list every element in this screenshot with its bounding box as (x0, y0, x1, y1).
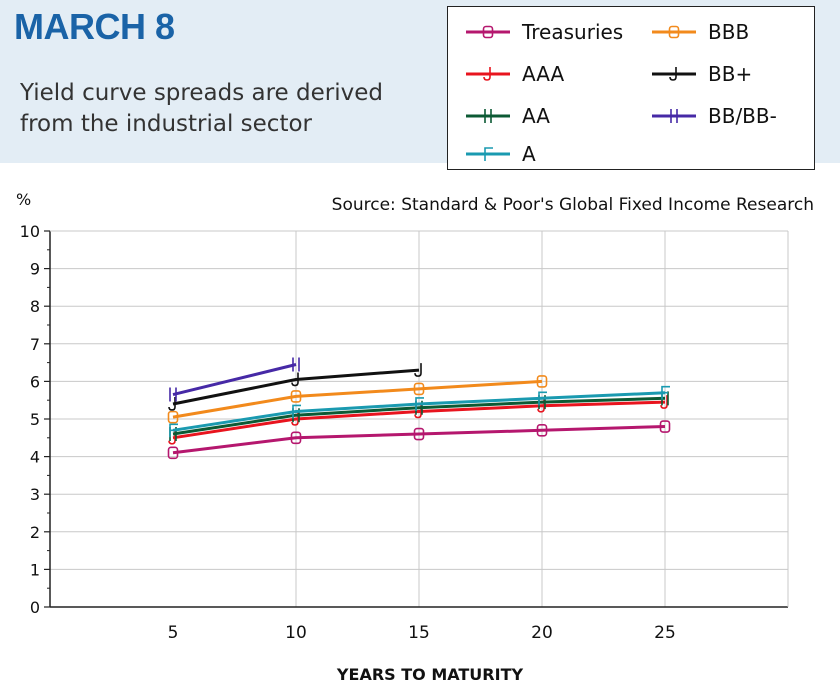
series-bb-bb- (169, 357, 300, 402)
data-point (292, 357, 300, 372)
legend-marker (483, 67, 491, 81)
legend-swatch (466, 25, 510, 39)
legend-swatch (466, 109, 510, 123)
legend-item: Treasuries (462, 17, 623, 47)
data-point (414, 363, 422, 377)
data-point (290, 390, 302, 403)
page-title: MARCH 8 (14, 6, 175, 47)
x-tick-label: 5 (168, 623, 179, 643)
y-tick-label: 9 (30, 260, 40, 279)
legend-marker (484, 109, 492, 123)
data-point (290, 431, 302, 445)
series-line (172, 400, 666, 440)
legend-label: BB+ (708, 62, 753, 86)
data-point (670, 109, 678, 123)
x-tick-label: 15 (408, 623, 430, 643)
legend-label: A (522, 142, 536, 166)
data-point (291, 412, 299, 426)
legend-marker (482, 25, 494, 39)
page-subtitle: Yield curve spreads are derived from the… (20, 80, 383, 137)
data-point (536, 423, 548, 437)
legend-item: AA (462, 101, 550, 131)
chart-legend: Treasuries BBB AAA BB+ AA BB/BB- A (447, 6, 815, 170)
source-note: Source: Standard & Poor's Global Fixed I… (331, 195, 814, 215)
data-point (537, 398, 545, 413)
data-point (483, 67, 491, 81)
data-point (167, 446, 179, 460)
legend-item: BB/BB- (648, 101, 777, 131)
legend-label: Treasuries (522, 20, 624, 44)
y-tick-label: 1 (30, 560, 40, 579)
legend-marker (668, 25, 680, 39)
data-point (660, 395, 668, 409)
data-point (292, 404, 301, 419)
series-line (172, 368, 420, 406)
legend-marker (484, 147, 493, 161)
data-point (413, 427, 425, 441)
data-point (413, 382, 425, 396)
y-tick-label: 0 (30, 598, 40, 617)
y-tick-label: 4 (30, 448, 40, 467)
y-tick-label: 10 (20, 222, 40, 241)
y-tick-label: 2 (30, 523, 40, 542)
y-tick-label: 3 (30, 485, 40, 504)
yield-curve-chart: 0 1 2 3 4 5 6 7 8 9 10% 5 10 15 20 25 YEARS TO MATURITY (16, 190, 789, 684)
x-tick-label: 20 (531, 623, 553, 643)
legend-swatch (652, 109, 696, 123)
x-tick-label: 25 (654, 623, 676, 643)
y-tick-label: 5 (30, 410, 40, 429)
data-point (169, 423, 178, 438)
legend-item: AAA (462, 59, 564, 89)
y-tick-label: 8 (30, 297, 40, 316)
series-a (169, 385, 670, 438)
legend-item: A (462, 139, 536, 169)
series-line (172, 363, 297, 397)
data-point (669, 67, 677, 81)
legend-swatch (652, 67, 696, 81)
series-treasuries (167, 420, 671, 460)
x-axis-label: YEARS TO MATURITY (336, 665, 524, 684)
data-point (168, 430, 176, 445)
data-point (661, 385, 670, 400)
legend-label: BB/BB- (708, 104, 777, 128)
legend-marker (670, 109, 678, 123)
y-axis-label: % (16, 190, 31, 209)
data-point (169, 387, 177, 402)
y-tick-label: 6 (30, 372, 40, 391)
data-point (482, 25, 494, 39)
series-line (172, 396, 666, 436)
data-point (659, 420, 671, 433)
data-point (536, 375, 548, 388)
x-tick-label: 10 (285, 623, 307, 643)
data-point (291, 372, 299, 387)
data-point (167, 410, 179, 424)
legend-item: BB+ (648, 59, 752, 89)
data-point (538, 391, 547, 406)
series-aaa (168, 395, 668, 445)
series-line (172, 379, 543, 419)
legend-marker (669, 67, 677, 81)
data-point (484, 109, 492, 123)
series-line (172, 425, 666, 455)
legend-swatch (466, 147, 510, 161)
legend-item: BBB (648, 17, 749, 47)
data-point (415, 397, 424, 411)
data-point (414, 404, 422, 419)
legend-label: BBB (708, 20, 750, 44)
data-point (668, 25, 680, 39)
series-bb- (168, 363, 422, 411)
legend-swatch (652, 25, 696, 39)
series-bbb (167, 375, 548, 424)
data-point (168, 396, 176, 411)
legend-swatch (466, 67, 510, 81)
y-tick-label: 7 (30, 335, 40, 354)
legend-label: AA (522, 104, 550, 128)
data-point (484, 147, 493, 161)
legend-label: AAA (522, 62, 565, 86)
